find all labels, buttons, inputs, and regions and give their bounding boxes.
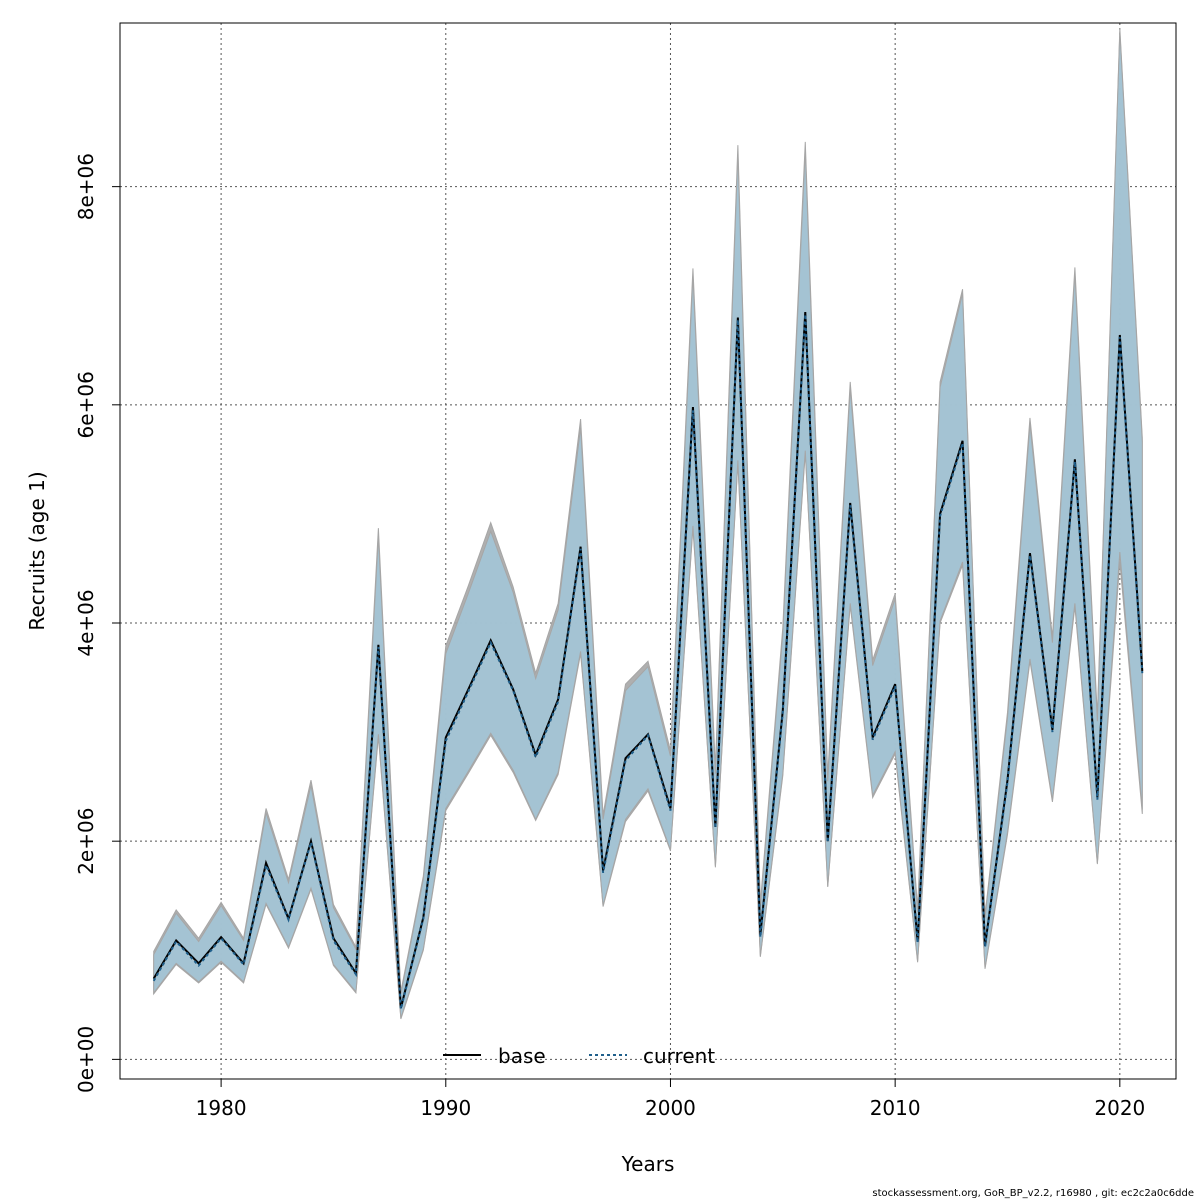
y-tick-label: 8e+06 xyxy=(74,153,98,220)
x-axis: 1980 1990 2000 2010 2020 xyxy=(196,1079,1145,1120)
x-tick-label: 2000 xyxy=(645,1096,696,1120)
y-tick-label: 4e+06 xyxy=(74,589,98,656)
x-tick-label: 1990 xyxy=(420,1096,471,1120)
x-tick-label: 2020 xyxy=(1094,1096,1145,1120)
x-tick-label: 1980 xyxy=(196,1096,247,1120)
footer-credit: stockassessment.org, GoR_BP_v2.2, r16980… xyxy=(872,1188,1194,1199)
x-tick-label: 2010 xyxy=(870,1096,921,1120)
plot-frame xyxy=(119,22,1177,1080)
series-lines xyxy=(152,312,1144,1010)
y-tick-label: 0e+00 xyxy=(74,1026,98,1093)
legend-label-base: base xyxy=(498,1044,546,1068)
y-tick-label: 2e+06 xyxy=(74,808,98,875)
series-line-current xyxy=(152,314,1144,1010)
x-axis-title: Years xyxy=(621,1152,675,1176)
y-axis-title: Recruits (age 1) xyxy=(25,471,49,630)
legend: base current xyxy=(443,1044,715,1068)
legend-label-current: current xyxy=(643,1044,715,1068)
y-axis: 0e+00 2e+06 4e+06 6e+06 8e+06 xyxy=(74,153,120,1093)
y-tick-label: 6e+06 xyxy=(74,371,98,438)
